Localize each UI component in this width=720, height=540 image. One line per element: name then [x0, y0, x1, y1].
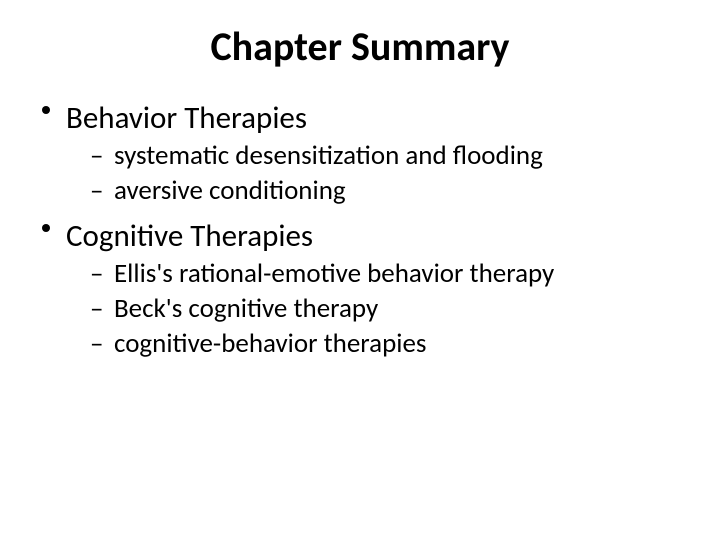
sub-list: – systematic desensitization and floodin…	[66, 139, 682, 207]
list-item-label: Cognitive Therapies	[66, 217, 313, 255]
dash-icon: –	[90, 257, 103, 290]
dash-icon: –	[90, 292, 103, 325]
bullet-list: Behavior Therapies – systematic desensit…	[38, 99, 682, 360]
slide: Chapter Summary Behavior Therapies – sys…	[0, 0, 720, 540]
sub-list: – Ellis's rational-emotive behavior ther…	[66, 257, 682, 360]
sub-list-item: – systematic desensitization and floodin…	[86, 139, 682, 172]
sub-list-item-label: systematic desensitization and flooding	[114, 139, 543, 172]
slide-title: Chapter Summary	[38, 22, 682, 71]
sub-list-item: – cognitive-behavior therapies	[86, 327, 682, 360]
sub-list-item-label: Ellis's rational-emotive behavior therap…	[114, 257, 554, 290]
slide-content: Behavior Therapies – systematic desensit…	[38, 99, 682, 360]
sub-list-item-label: Beck's cognitive therapy	[114, 292, 378, 325]
bullet-icon	[42, 224, 50, 232]
sub-list-item-label: aversive conditioning	[114, 174, 346, 207]
bullet-icon	[42, 106, 50, 114]
dash-icon: –	[90, 139, 103, 172]
list-item: Behavior Therapies – systematic desensit…	[38, 99, 682, 207]
dash-icon: –	[90, 174, 103, 207]
sub-list-item-label: cognitive-behavior therapies	[114, 327, 426, 360]
dash-icon: –	[90, 327, 103, 360]
sub-list-item: – aversive conditioning	[86, 174, 682, 207]
list-item: Cognitive Therapies – Ellis's rational-e…	[38, 217, 682, 360]
sub-list-item: – Ellis's rational-emotive behavior ther…	[86, 257, 682, 290]
list-item-label: Behavior Therapies	[66, 99, 307, 137]
sub-list-item: – Beck's cognitive therapy	[86, 292, 682, 325]
